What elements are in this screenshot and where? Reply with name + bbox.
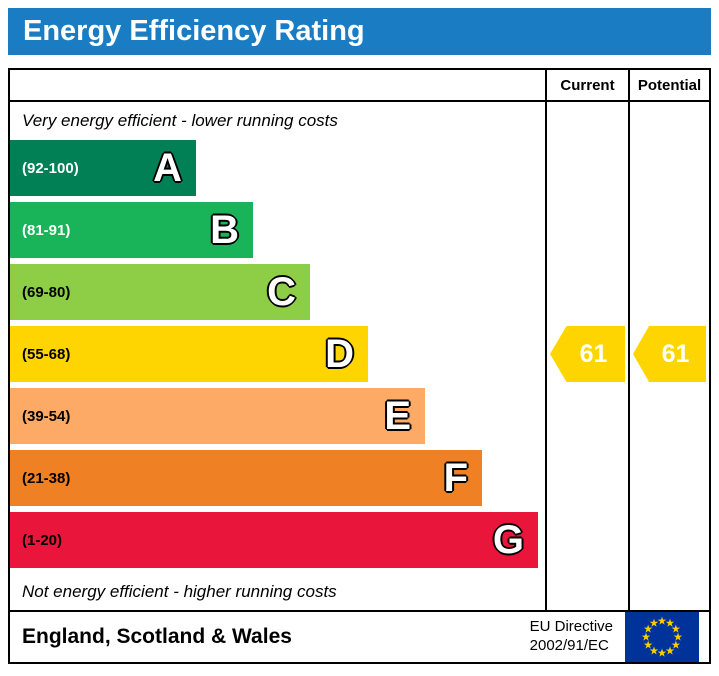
band-range: (55-68) bbox=[22, 345, 71, 363]
chart-header-spacer bbox=[10, 70, 545, 102]
eu-directive-line2: 2002/91/EC bbox=[529, 637, 609, 654]
band-row-f: (21-38) F bbox=[10, 450, 545, 512]
top-note: Very energy efficient - lower running co… bbox=[22, 111, 338, 130]
band-range: (21-38) bbox=[22, 469, 71, 487]
band-range: (81-91) bbox=[22, 221, 71, 239]
current-arrow: 61 bbox=[550, 326, 625, 382]
band-bar-a: (92-100) A bbox=[10, 140, 196, 196]
band-bar-b: (81-91) B bbox=[10, 202, 253, 258]
footer: England, Scotland & Wales EU Directive 2… bbox=[8, 610, 711, 664]
band-letter: C bbox=[267, 270, 296, 314]
epc-chart: Current Potential Very energy efficient … bbox=[8, 68, 711, 612]
band-row-g: (1-20) G bbox=[10, 512, 545, 574]
current-rating-value: 61 bbox=[579, 339, 608, 368]
current-column-header: Current bbox=[545, 70, 628, 102]
band-letter: A bbox=[153, 146, 182, 190]
band-bar-g: (1-20) G bbox=[10, 512, 538, 568]
band-bar-f: (21-38) F bbox=[10, 450, 482, 506]
band-bar-d: (55-68) D bbox=[10, 326, 368, 382]
band-row-a: (92-100) A bbox=[10, 140, 545, 202]
bottom-note: Not energy efficient - higher running co… bbox=[22, 582, 337, 601]
band-letter: F bbox=[443, 456, 468, 500]
band-range: (1-20) bbox=[22, 531, 63, 549]
footer-region: England, Scotland & Wales bbox=[22, 625, 292, 648]
band-range: (69-80) bbox=[22, 283, 71, 301]
potential-rating-value: 61 bbox=[661, 339, 690, 368]
band-row-b: (81-91) B bbox=[10, 202, 545, 264]
potential-column: 61 bbox=[628, 102, 709, 610]
title-bar: Energy Efficiency Rating bbox=[8, 8, 711, 55]
band-row-c: (69-80) C bbox=[10, 264, 545, 326]
band-range: (39-54) bbox=[22, 407, 71, 425]
eu-flag bbox=[625, 612, 699, 662]
eu-directive-line1: EU Directive bbox=[529, 618, 613, 636]
band-letter: B bbox=[210, 208, 239, 252]
band-bar-c: (69-80) C bbox=[10, 264, 310, 320]
band-row-e: (39-54) E bbox=[10, 388, 545, 450]
page-title: Energy Efficiency Rating bbox=[23, 15, 365, 47]
eu-directive-text: EU Directive 2002/91/EC bbox=[530, 618, 613, 656]
potential-arrow: 61 bbox=[633, 326, 706, 382]
band-range: (92-100) bbox=[22, 159, 79, 177]
band-letter: G bbox=[492, 518, 524, 562]
band-bar-e: (39-54) E bbox=[10, 388, 425, 444]
current-column: 61 bbox=[545, 102, 628, 610]
band-area: Very energy efficient - lower running co… bbox=[10, 102, 545, 610]
band-letter: D bbox=[325, 332, 354, 376]
band-row-d: (55-68) D bbox=[10, 326, 545, 388]
band-letter: E bbox=[384, 394, 411, 438]
potential-column-header: Potential bbox=[628, 70, 709, 102]
